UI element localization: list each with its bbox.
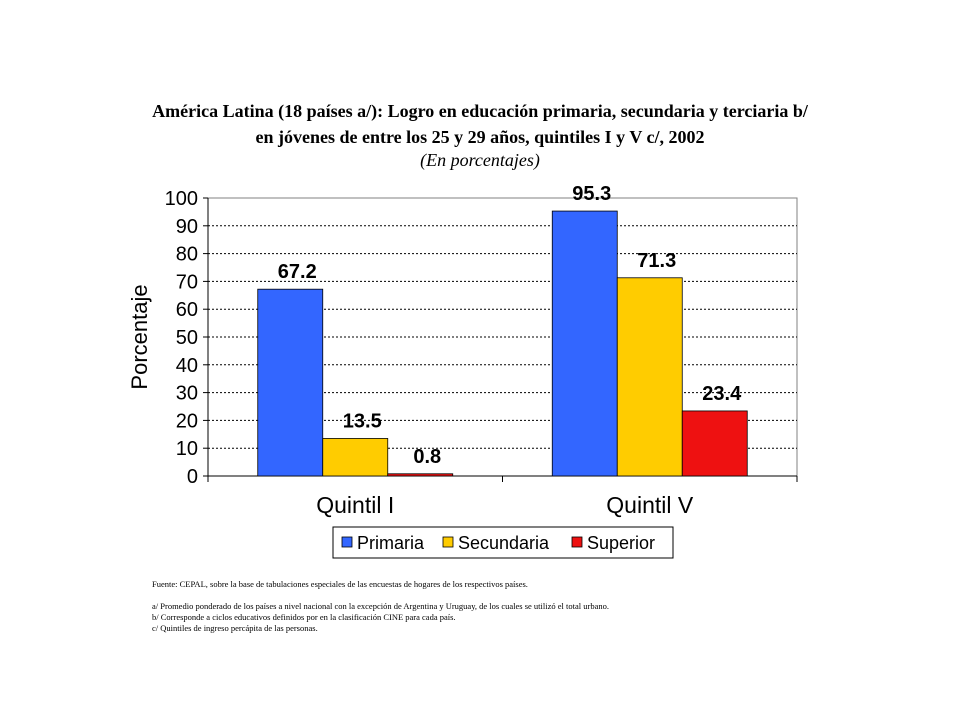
footnotes: Fuente: CEPAL, sobre la base de tabulaci…: [152, 579, 852, 634]
data-label: 67.2: [278, 261, 317, 283]
y-tick-label: 90: [176, 216, 198, 238]
legend-swatch-primaria: [341, 536, 353, 548]
chart-title: América Latina (18 países a/): Logro en …: [40, 98, 920, 150]
data-label: 13.5: [343, 410, 382, 432]
bar-secundaria: [616, 277, 683, 477]
y-tick-label: 70: [176, 271, 198, 293]
y-tick-label: 40: [176, 355, 198, 377]
y-tick-label: 50: [176, 327, 198, 349]
bar-secundaria: [322, 438, 389, 477]
y-tick-label: 30: [176, 383, 198, 405]
bar-primaria: [551, 210, 618, 477]
legend-label-primaria: Primaria: [357, 533, 425, 553]
source-note: Fuente: CEPAL, sobre la base de tabulaci…: [152, 579, 528, 589]
y-tick-label: 10: [176, 438, 198, 460]
chart-subtitle: (En porcentajes): [420, 150, 540, 170]
data-label: 0.8: [413, 446, 441, 468]
y-tick-label: 60: [176, 299, 198, 321]
y-tick-label: 80: [176, 244, 198, 266]
legend-label-secundaria: Secundaria: [458, 533, 550, 553]
data-label: 95.3: [572, 183, 611, 205]
legend-swatch-secundaria: [442, 536, 454, 548]
title-line-2: en jóvenes de entre los 25 y 29 años, qu…: [255, 127, 705, 147]
category-label: Quintil V: [606, 492, 694, 518]
y-tick-label: 20: [176, 410, 198, 432]
footnote-a: a/ Promedio ponderado de los países a ni…: [152, 601, 609, 611]
y-tick-label: 100: [165, 188, 198, 210]
legend: [332, 526, 674, 559]
footnote-c: c/ Quintiles de ingreso percápita de las…: [152, 623, 318, 633]
y-tick-label: 0: [187, 466, 198, 488]
bar-primaria: [257, 288, 324, 477]
footnote-b: b/ Corresponde a ciclos educativos defin…: [152, 612, 456, 622]
title-line-1: América Latina (18 países a/): Logro en …: [152, 101, 808, 121]
data-label: 71.3: [637, 250, 676, 272]
category-label: Quintil I: [316, 492, 394, 518]
data-label: 23.4: [702, 383, 742, 405]
y-axis-label: Porcentaje: [127, 284, 152, 389]
bar-superior: [681, 410, 748, 477]
legend-label-superior: Superior: [587, 533, 655, 553]
bar-superior: [387, 473, 454, 477]
legend-swatch-superior: [571, 536, 583, 548]
